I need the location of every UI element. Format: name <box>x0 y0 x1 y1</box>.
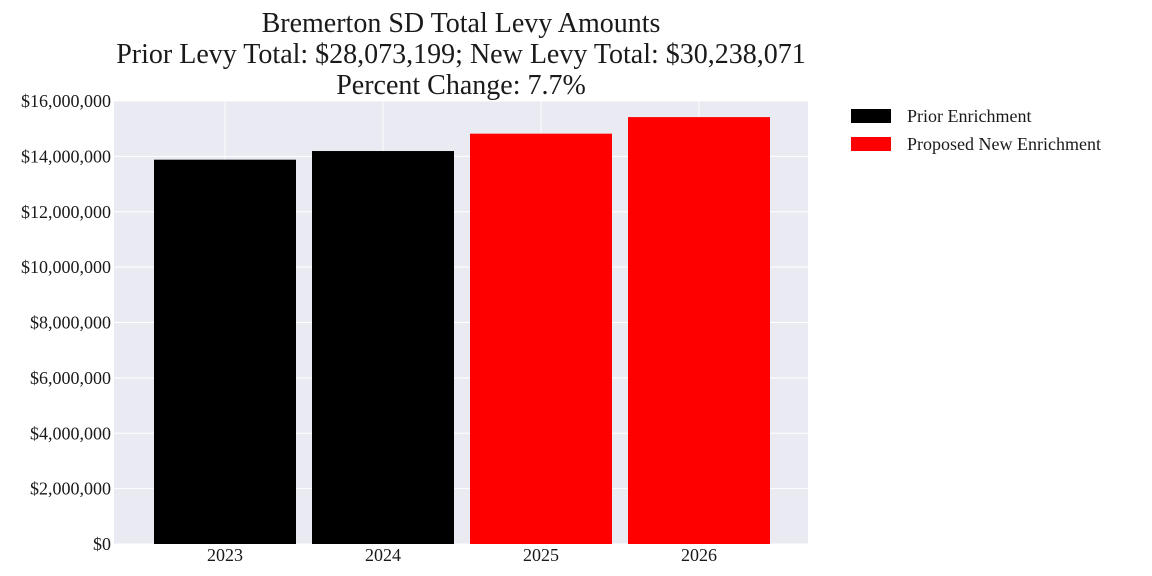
bar-2026 <box>628 117 770 545</box>
chart-title-line-3: Percent Change: 7.7% <box>336 70 586 101</box>
bar-2024 <box>312 151 454 544</box>
legend-swatch <box>851 109 891 123</box>
x-tick-label: 2026 <box>681 545 717 565</box>
y-tick-label: $16,000,000 <box>21 91 111 111</box>
bar-2025 <box>470 133 612 544</box>
bars <box>154 117 770 545</box>
x-tick-label: 2023 <box>207 545 243 565</box>
bar-2023 <box>154 159 296 544</box>
y-tick-label: $8,000,000 <box>30 313 111 333</box>
y-tick-label: $6,000,000 <box>30 368 111 388</box>
chart-title-line-2: Prior Levy Total: $28,073,199; New Levy … <box>116 39 806 70</box>
legend-swatch <box>851 137 891 151</box>
y-tick-label: $2,000,000 <box>30 479 111 499</box>
y-tick-label: $14,000,000 <box>21 146 111 166</box>
y-axis-tick-labels: $0 $2,000,000 $4,000,000 $6,000,000 $8,000,0… <box>21 91 111 554</box>
legend-label: Prior Enrichment <box>907 106 1031 126</box>
chart-title: Bremerton SD Total Levy Amounts Prior Le… <box>116 8 806 101</box>
y-tick-label: $4,000,000 <box>30 423 111 443</box>
y-tick-label: $0 <box>93 534 111 554</box>
y-tick-label: $10,000,000 <box>21 257 111 277</box>
chart-title-line-1: Bremerton SD Total Levy Amounts <box>262 8 661 39</box>
x-tick-label: 2025 <box>523 545 559 565</box>
x-tick-label: 2024 <box>365 545 401 565</box>
legend: Prior Enrichment Proposed New Enrichment <box>851 106 1101 154</box>
y-tick-label: $12,000,000 <box>21 202 111 222</box>
x-axis-tick-labels: 2023 2024 2025 2026 <box>207 545 717 565</box>
legend-label: Proposed New Enrichment <box>907 134 1101 154</box>
